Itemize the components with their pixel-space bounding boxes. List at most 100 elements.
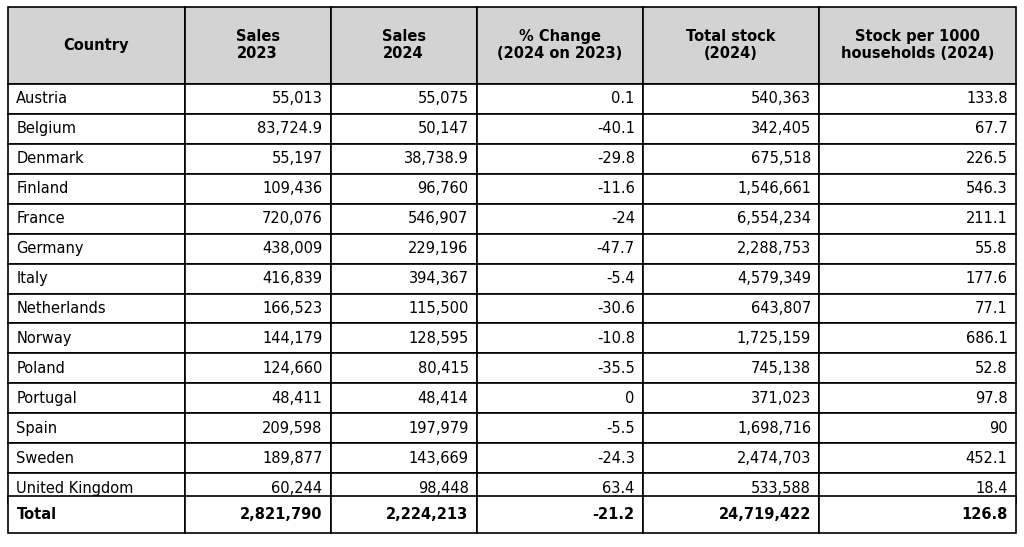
Bar [184,473,331,503]
Bar [477,84,643,114]
Text: 97.8: 97.8 [975,391,1008,406]
Text: 143,669: 143,669 [409,451,469,465]
Bar [819,443,1016,473]
Text: 2,224,213: 2,224,213 [386,507,469,522]
Text: 38,738.9: 38,738.9 [403,152,469,166]
Bar [477,473,643,503]
Bar [331,234,477,264]
Bar [643,294,819,323]
Text: -24.3: -24.3 [597,451,635,465]
Bar [477,294,643,323]
Bar [331,84,477,114]
Text: 0.1: 0.1 [611,91,635,107]
Text: Finland: Finland [16,181,69,196]
Text: Stock per 1000
households (2024): Stock per 1000 households (2024) [841,29,994,61]
Bar [8,264,184,294]
Text: -40.1: -40.1 [597,121,635,136]
Text: 55.8: 55.8 [975,241,1008,256]
Text: 67.7: 67.7 [975,121,1008,136]
Bar [184,383,331,414]
Text: -24: -24 [610,211,635,226]
Bar [8,84,184,114]
Text: 126.8: 126.8 [962,507,1008,522]
Text: Denmark: Denmark [16,152,84,166]
Text: -5.4: -5.4 [606,271,635,286]
Text: 2,474,703: 2,474,703 [736,451,811,465]
Text: 342,405: 342,405 [751,121,811,136]
Text: Total stock
(2024): Total stock (2024) [686,29,776,61]
Text: 24,719,422: 24,719,422 [719,507,811,522]
Bar [331,7,477,84]
Text: Sales
2024: Sales 2024 [382,29,426,61]
Text: 50,147: 50,147 [418,121,469,136]
Bar [8,114,184,144]
Text: % Change
(2024 on 2023): % Change (2024 on 2023) [498,29,623,61]
Bar [184,496,331,533]
Text: Country: Country [63,38,129,53]
Bar [477,496,643,533]
Text: -47.7: -47.7 [597,241,635,256]
Text: 48,411: 48,411 [271,391,323,406]
Bar [643,383,819,414]
Bar [643,7,819,84]
Bar [819,203,1016,234]
Bar [477,144,643,174]
Bar [819,353,1016,383]
Text: United Kingdom: United Kingdom [16,481,134,496]
Text: 115,500: 115,500 [409,301,469,316]
Bar [477,383,643,414]
Text: 55,013: 55,013 [271,91,323,107]
Bar [819,7,1016,84]
Bar [643,234,819,264]
Bar [819,323,1016,353]
Bar [819,174,1016,203]
Bar [184,174,331,203]
Bar [331,383,477,414]
Text: 2,821,790: 2,821,790 [240,507,323,522]
Bar [8,174,184,203]
Bar [8,294,184,323]
Bar [8,323,184,353]
Text: 1,698,716: 1,698,716 [737,421,811,436]
Bar [643,353,819,383]
Bar [643,496,819,533]
Text: 533,588: 533,588 [752,481,811,496]
Text: 144,179: 144,179 [262,331,323,346]
Text: 211.1: 211.1 [966,211,1008,226]
Bar [331,496,477,533]
Text: Germany: Germany [16,241,84,256]
Text: 98,448: 98,448 [418,481,469,496]
Text: 416,839: 416,839 [262,271,323,286]
Text: Poland: Poland [16,361,66,376]
Text: Belgium: Belgium [16,121,77,136]
Text: 80,415: 80,415 [418,361,469,376]
Text: -29.8: -29.8 [597,152,635,166]
Bar [331,443,477,473]
Bar [331,114,477,144]
Bar [643,414,819,443]
Text: Spain: Spain [16,421,57,436]
Bar [819,114,1016,144]
Bar [477,174,643,203]
Text: 48,414: 48,414 [418,391,469,406]
Text: 109,436: 109,436 [262,181,323,196]
Bar [8,473,184,503]
Text: 720,076: 720,076 [262,211,323,226]
Bar [819,264,1016,294]
Bar [331,203,477,234]
Bar [184,264,331,294]
Text: Portugal: Portugal [16,391,77,406]
Text: -10.8: -10.8 [597,331,635,346]
Text: Total: Total [16,507,56,522]
Bar [643,144,819,174]
Bar [819,383,1016,414]
Text: France: France [16,211,65,226]
Text: 166,523: 166,523 [262,301,323,316]
Bar [477,353,643,383]
Bar [643,323,819,353]
Text: Netherlands: Netherlands [16,301,106,316]
Text: 6,554,234: 6,554,234 [737,211,811,226]
Bar [331,144,477,174]
Text: 77.1: 77.1 [975,301,1008,316]
Text: 686.1: 686.1 [966,331,1008,346]
